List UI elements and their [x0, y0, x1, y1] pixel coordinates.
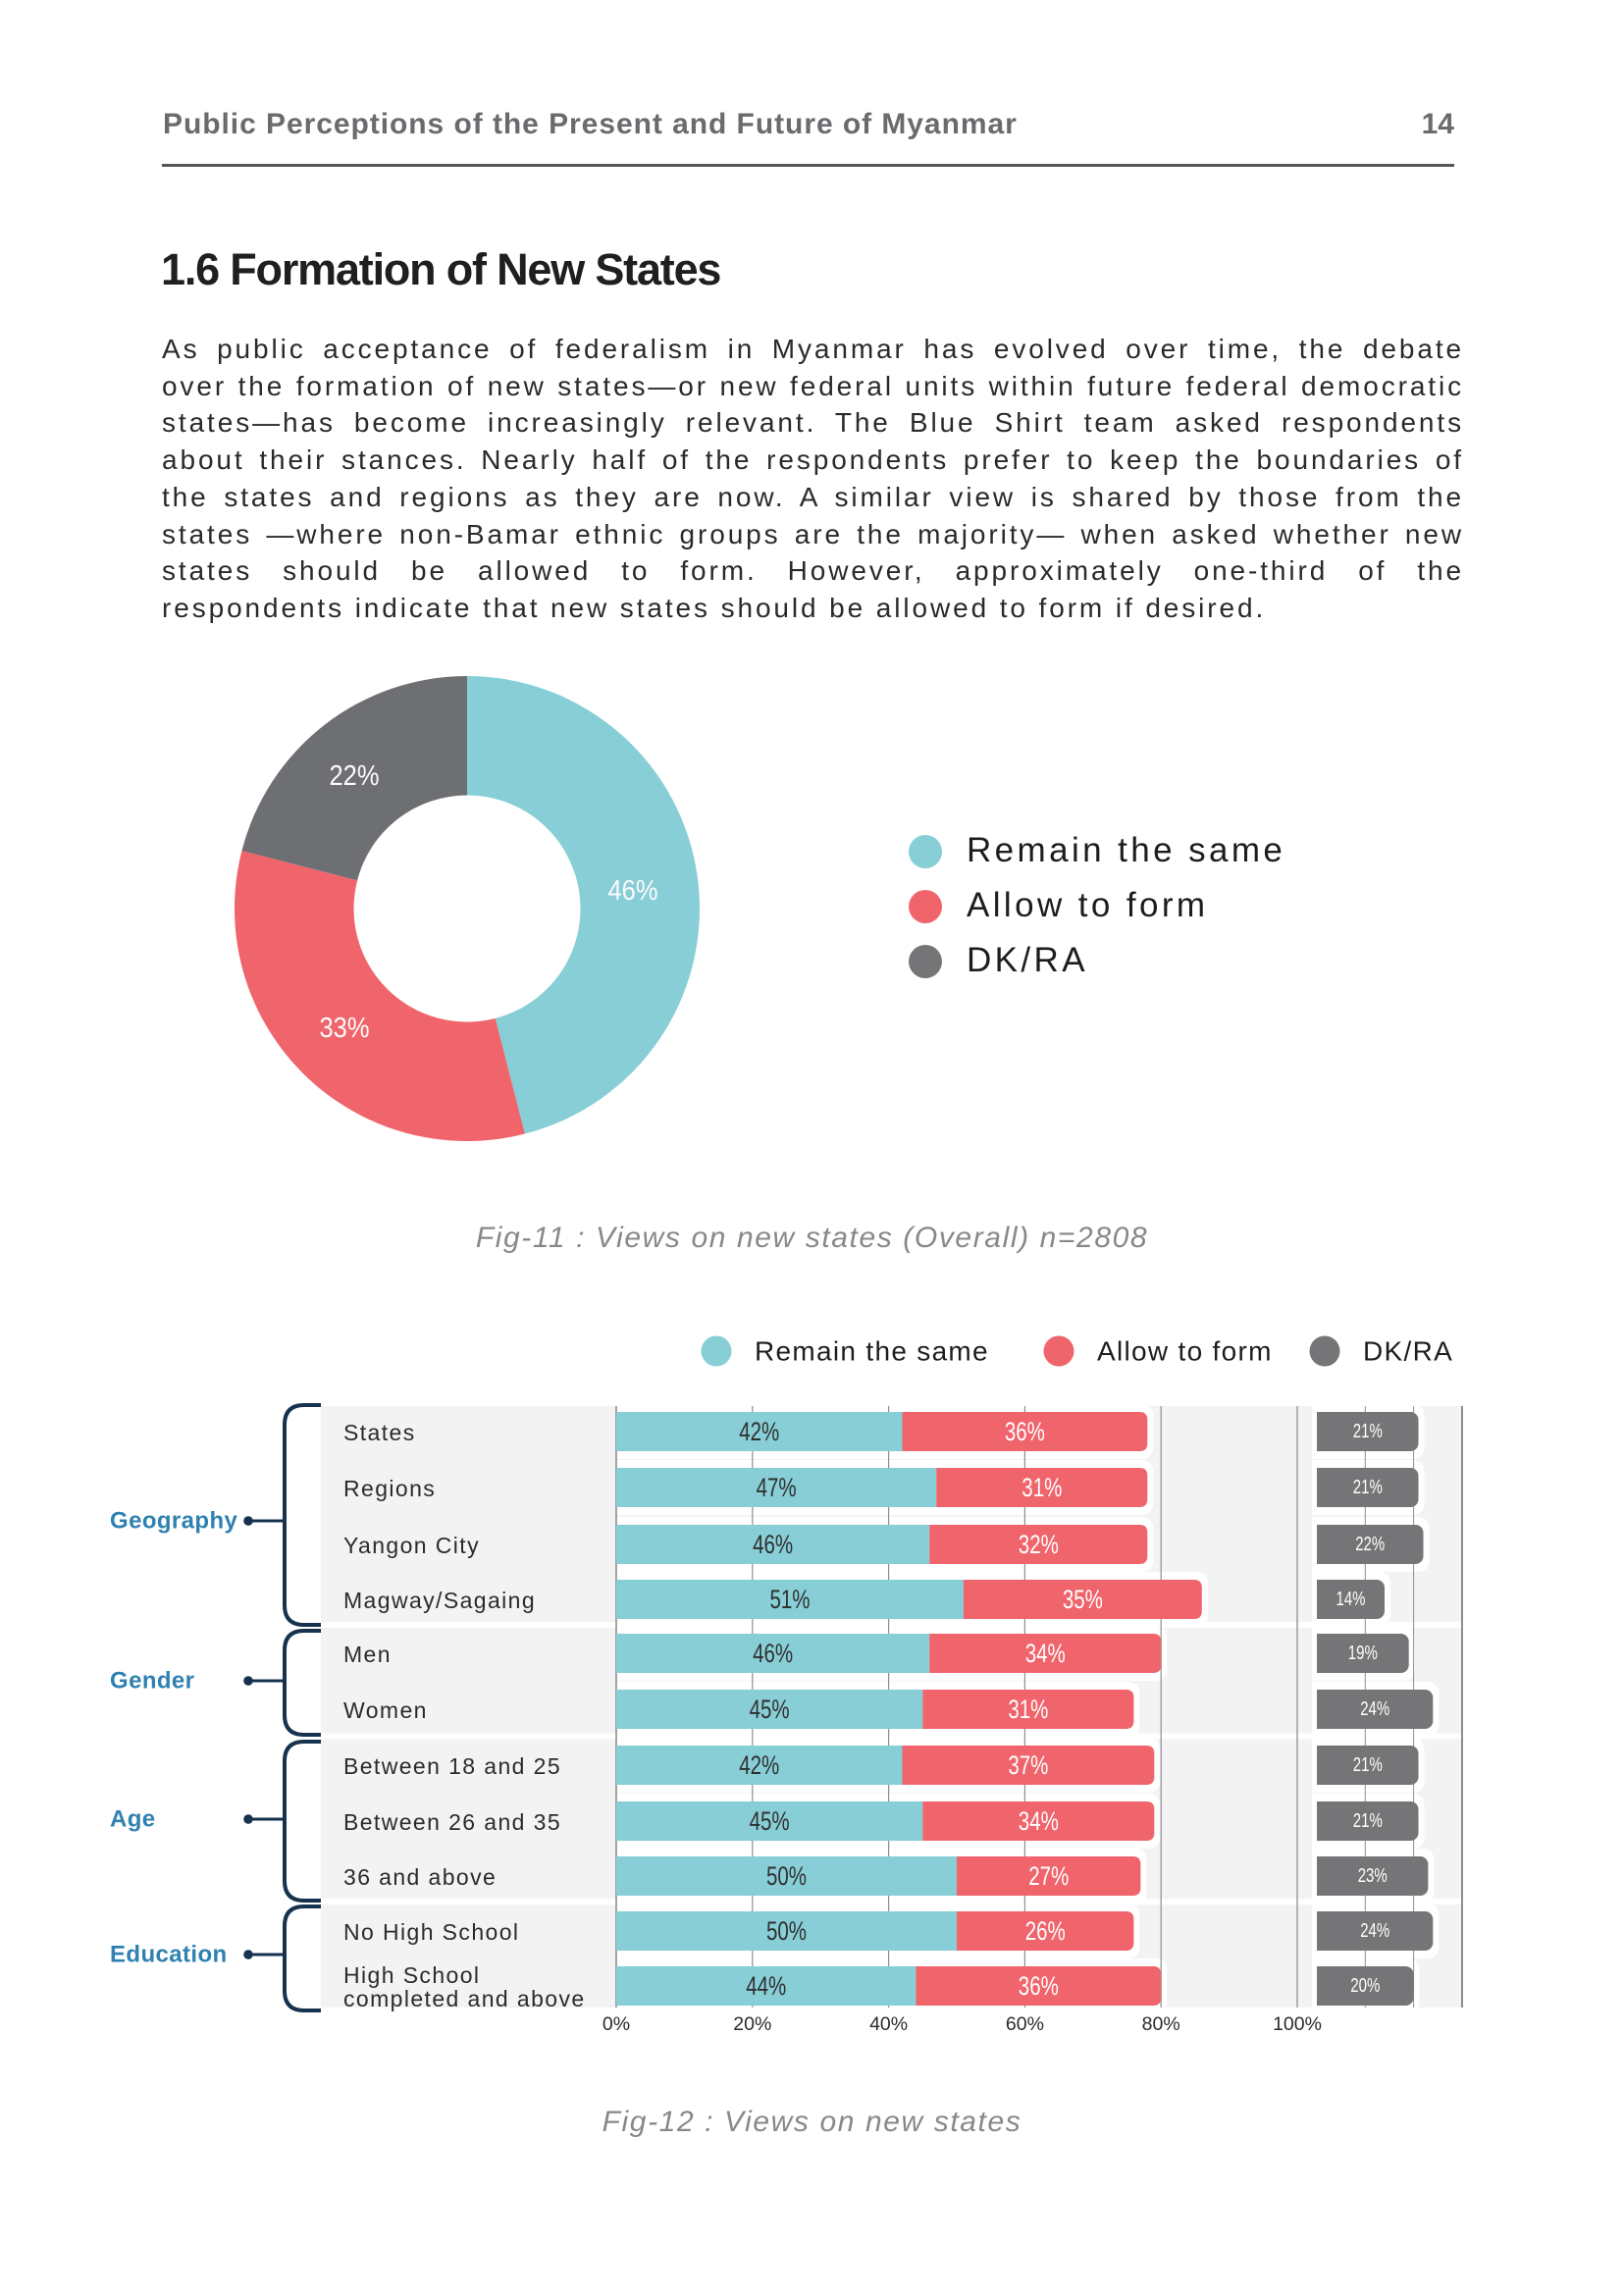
svg-text:51%: 51% [770, 1585, 811, 1614]
svg-text:42%: 42% [739, 1417, 779, 1446]
svg-text:Magway/Sagaing: Magway/Sagaing [343, 1588, 536, 1613]
svg-text:DK/RA: DK/RA [1363, 1336, 1453, 1367]
svg-text:Gender: Gender [110, 1668, 194, 1695]
svg-text:0%: 0% [602, 2013, 630, 2035]
svg-text:34%: 34% [1019, 1806, 1059, 1836]
svg-text:Between 26 and 35: Between 26 and 35 [343, 1809, 561, 1835]
svg-text:34%: 34% [1025, 1639, 1066, 1668]
svg-text:44%: 44% [746, 1971, 786, 2001]
svg-text:24%: 24% [1360, 1698, 1389, 1720]
svg-text:36%: 36% [1019, 1971, 1059, 2001]
svg-text:26%: 26% [1025, 1916, 1066, 1946]
svg-text:Yangon City: Yangon City [343, 1533, 480, 1558]
svg-text:100%: 100% [1273, 2013, 1322, 2035]
svg-text:22%: 22% [1355, 1534, 1385, 1555]
svg-text:20%: 20% [733, 2013, 771, 2035]
svg-text:High School: High School [343, 1962, 480, 1988]
svg-text:Men: Men [343, 1642, 392, 1667]
svg-text:36%: 36% [1005, 1417, 1045, 1446]
svg-text:24%: 24% [1360, 1920, 1389, 1942]
svg-text:Regions: Regions [343, 1476, 436, 1501]
svg-text:22%: 22% [330, 760, 380, 792]
svg-text:47%: 47% [757, 1473, 797, 1502]
svg-text:14%: 14% [1336, 1589, 1366, 1610]
svg-text:31%: 31% [1008, 1695, 1048, 1724]
svg-text:completed and above: completed and above [343, 1986, 586, 2011]
svg-text:20%: 20% [1350, 1975, 1380, 1997]
svg-text:40%: 40% [869, 2013, 908, 2035]
svg-text:46%: 46% [608, 875, 658, 907]
svg-text:Between 18 and 25: Between 18 and 25 [343, 1753, 561, 1779]
svg-text:No High School: No High School [343, 1919, 519, 1945]
svg-text:60%: 60% [1006, 2013, 1044, 2035]
svg-text:Education: Education [110, 1942, 228, 1968]
svg-text:21%: 21% [1353, 1810, 1383, 1832]
svg-text:42%: 42% [739, 1750, 779, 1780]
svg-text:36 and above: 36 and above [343, 1864, 497, 1890]
svg-text:50%: 50% [766, 1861, 807, 1891]
svg-text:50%: 50% [766, 1916, 807, 1946]
svg-text:45%: 45% [750, 1695, 790, 1724]
svg-text:Age: Age [110, 1806, 156, 1833]
svg-text:31%: 31% [1022, 1473, 1062, 1502]
svg-text:45%: 45% [750, 1806, 790, 1836]
svg-text:21%: 21% [1353, 1421, 1383, 1442]
svg-text:33%: 33% [320, 1013, 370, 1044]
svg-text:80%: 80% [1142, 2013, 1180, 2035]
svg-text:27%: 27% [1028, 1861, 1069, 1891]
svg-text:21%: 21% [1353, 1754, 1383, 1776]
svg-text:46%: 46% [753, 1639, 793, 1668]
svg-text:37%: 37% [1008, 1750, 1048, 1780]
svg-text:35%: 35% [1063, 1585, 1103, 1614]
svg-text:21%: 21% [1353, 1477, 1383, 1498]
svg-text:Geography: Geography [110, 1508, 238, 1535]
svg-text:19%: 19% [1348, 1643, 1378, 1664]
svg-text:Remain the same: Remain the same [755, 1336, 989, 1367]
svg-text:Women: Women [343, 1697, 428, 1723]
svg-text:Allow to form: Allow to form [1097, 1336, 1273, 1367]
svg-text:32%: 32% [1019, 1530, 1059, 1559]
svg-text:States: States [343, 1420, 416, 1445]
svg-text:23%: 23% [1358, 1865, 1388, 1887]
svg-text:46%: 46% [753, 1530, 793, 1559]
